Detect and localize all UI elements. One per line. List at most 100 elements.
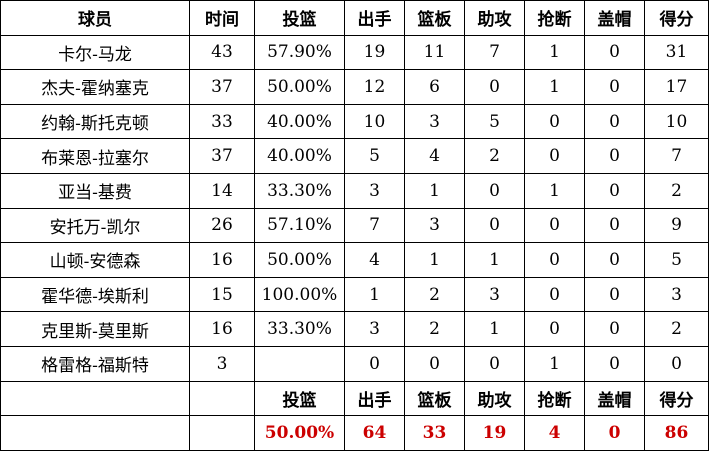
summary-header-blocks: 盖帽 <box>584 380 645 417</box>
cell-empty <box>0 415 190 451</box>
cell-assists: 1 <box>464 242 525 278</box>
cell-fg-pct: 33.30% <box>254 172 345 209</box>
cell-fga: 19 <box>344 34 405 71</box>
header-minutes: 时间 <box>189 0 255 36</box>
cell-fga: 7 <box>344 207 405 244</box>
cell-fg-pct: 40.00% <box>254 103 345 140</box>
cell-steals: 1 <box>524 34 585 71</box>
cell-minutes: 26 <box>189 207 255 244</box>
cell-fga: 10 <box>344 103 405 140</box>
summary-header-fga: 出手 <box>344 380 405 417</box>
cell-minutes: 3 <box>189 345 255 382</box>
cell-minutes: 33 <box>189 103 255 140</box>
cell-blocks: 0 <box>584 207 645 244</box>
cell-steals: 1 <box>524 345 585 382</box>
cell-blocks: 0 <box>584 34 645 71</box>
cell-points: 0 <box>644 345 709 382</box>
header-assists: 助攻 <box>464 0 525 36</box>
summary-value-steals: 4 <box>524 415 585 451</box>
cell-points: 5 <box>644 242 709 278</box>
cell-assists: 5 <box>464 103 525 140</box>
cell-blocks: 0 <box>584 276 645 313</box>
cell-player: 克里斯-莫里斯 <box>0 311 190 347</box>
cell-player: 亚当-基费 <box>0 172 190 209</box>
cell-points: 2 <box>644 311 709 347</box>
cell-assists: 0 <box>464 69 525 105</box>
cell-rebounds: 0 <box>404 345 465 382</box>
cell-points: 10 <box>644 103 709 140</box>
cell-fg-pct: 33.30% <box>254 311 345 347</box>
cell-rebounds: 11 <box>404 34 465 71</box>
cell-assists: 1 <box>464 311 525 347</box>
summary-value-fg-pct: 50.00% <box>254 415 345 451</box>
cell-minutes: 43 <box>189 34 255 71</box>
cell-fg-pct: 100.00% <box>254 276 345 313</box>
cell-player: 霍华德-埃斯利 <box>0 276 190 313</box>
table-row: 布莱恩-拉塞尔 37 40.00% 5 4 2 0 0 7 <box>0 138 709 174</box>
cell-blocks: 0 <box>584 242 645 278</box>
cell-player: 杰夫-霍纳塞克 <box>0 69 190 105</box>
cell-assists: 0 <box>464 345 525 382</box>
table-row: 霍华德-埃斯利 15 100.00% 1 2 3 0 0 3 <box>0 276 709 313</box>
cell-fg-pct: 57.10% <box>254 207 345 244</box>
cell-assists: 0 <box>464 172 525 209</box>
summary-header-points: 得分 <box>644 380 709 417</box>
cell-fga: 12 <box>344 69 405 105</box>
cell-empty <box>189 380 255 417</box>
cell-assists: 7 <box>464 34 525 71</box>
cell-minutes: 15 <box>189 276 255 313</box>
cell-blocks: 0 <box>584 311 645 347</box>
cell-minutes: 14 <box>189 172 255 209</box>
cell-rebounds: 4 <box>404 138 465 174</box>
cell-points: 17 <box>644 69 709 105</box>
cell-player: 卡尔-马龙 <box>0 34 190 71</box>
cell-minutes: 37 <box>189 69 255 105</box>
cell-steals: 0 <box>524 276 585 313</box>
cell-assists: 3 <box>464 276 525 313</box>
cell-steals: 1 <box>524 69 585 105</box>
summary-value-row: 50.00% 64 33 19 4 0 86 <box>0 415 709 451</box>
cell-blocks: 0 <box>584 172 645 209</box>
header-rebounds: 篮板 <box>404 0 465 36</box>
cell-fg-pct: 57.90% <box>254 34 345 71</box>
cell-rebounds: 3 <box>404 103 465 140</box>
cell-steals: 0 <box>524 242 585 278</box>
cell-steals: 0 <box>524 103 585 140</box>
cell-fg-pct <box>254 345 345 382</box>
cell-fga: 5 <box>344 138 405 174</box>
cell-steals: 0 <box>524 311 585 347</box>
table-row: 山顿-安德森 16 50.00% 4 1 1 0 0 5 <box>0 242 709 278</box>
cell-minutes: 16 <box>189 242 255 278</box>
cell-player: 布莱恩-拉塞尔 <box>0 138 190 174</box>
header-row: 球员 时间 投篮 出手 篮板 助攻 抢断 盖帽 得分 <box>0 0 709 36</box>
header-points: 得分 <box>644 0 709 36</box>
cell-blocks: 0 <box>584 138 645 174</box>
summary-header-steals: 抢断 <box>524 380 585 417</box>
cell-blocks: 0 <box>584 69 645 105</box>
cell-fg-pct: 50.00% <box>254 242 345 278</box>
cell-rebounds: 2 <box>404 276 465 313</box>
table-row: 亚当-基费 14 33.30% 3 1 0 1 0 2 <box>0 172 709 209</box>
cell-assists: 2 <box>464 138 525 174</box>
cell-points: 2 <box>644 172 709 209</box>
table-row: 杰夫-霍纳塞克 37 50.00% 12 6 0 1 0 17 <box>0 69 709 105</box>
cell-points: 9 <box>644 207 709 244</box>
cell-rebounds: 3 <box>404 207 465 244</box>
table-row: 约翰-斯托克顿 33 40.00% 10 3 5 0 0 10 <box>0 103 709 140</box>
summary-header-row: 投篮 出手 篮板 助攻 抢断 盖帽 得分 <box>0 380 709 417</box>
cell-steals: 1 <box>524 172 585 209</box>
cell-rebounds: 1 <box>404 242 465 278</box>
cell-fga: 1 <box>344 276 405 313</box>
cell-player: 约翰-斯托克顿 <box>0 103 190 140</box>
cell-empty <box>189 415 255 451</box>
summary-header-rebounds: 篮板 <box>404 380 465 417</box>
cell-blocks: 0 <box>584 345 645 382</box>
header-player: 球员 <box>0 0 190 36</box>
cell-fga: 3 <box>344 311 405 347</box>
cell-points: 3 <box>644 276 709 313</box>
summary-value-rebounds: 33 <box>404 415 465 451</box>
header-fga: 出手 <box>344 0 405 36</box>
cell-player: 山顿-安德森 <box>0 242 190 278</box>
summary-header-fg-pct: 投篮 <box>254 380 345 417</box>
